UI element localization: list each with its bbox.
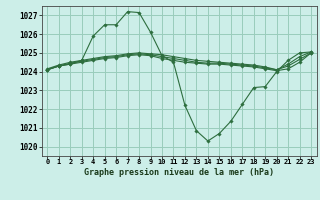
X-axis label: Graphe pression niveau de la mer (hPa): Graphe pression niveau de la mer (hPa) [84, 168, 274, 177]
